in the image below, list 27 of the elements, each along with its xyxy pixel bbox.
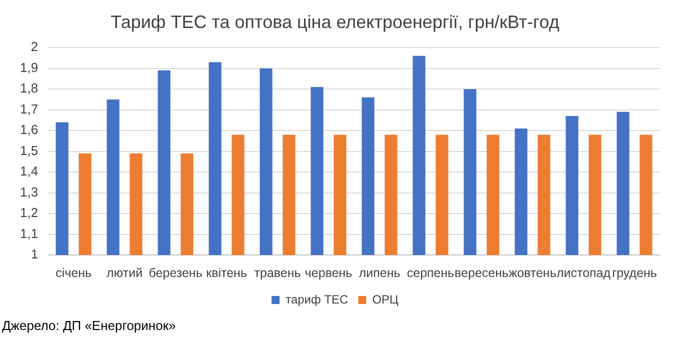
chart-title: Тариф ТЕС та оптова ціна електроенергії, грн/кВт-год [110,12,560,32]
y-tick-label: 1,2 [20,205,38,220]
y-tick-label: 1,7 [20,101,38,116]
y-tick-label: 1,1 [20,226,38,241]
text: Джерело: ДП «Енергоринок» [2,318,176,333]
x-tick-label: березень [148,266,202,280]
y-tick-label: 2 [30,39,38,54]
x-tick-label: січень [56,266,92,280]
y-tick-label: 1,5 [20,142,38,158]
y-tick-label: 1,9 [20,60,38,75]
y-tick-label: 1,6 [20,122,38,138]
y-tick-label: 1,8 [20,80,38,96]
x-tick-label: жовтень [508,266,556,280]
x-tick-label: листопад [556,266,612,280]
x-tick-label: червень [304,266,352,280]
legend-label: тариф ТЕС [286,292,349,306]
x-tick-label: квітень [206,266,247,280]
x-tick-label: серпень [406,266,454,280]
y-tick-label: 1,4 [20,164,38,179]
legend-label: ОРЦ [372,292,399,306]
x-tick-label: травень [254,266,301,280]
y-tick-label: 1,3 [20,184,38,200]
x-tick-label: лютий [106,266,143,280]
x-tick-label: грудень [612,266,657,280]
x-tick-label: вересень [454,266,509,280]
x-tick-label: липень [358,266,400,280]
y-tick-label: 1 [30,246,38,262]
